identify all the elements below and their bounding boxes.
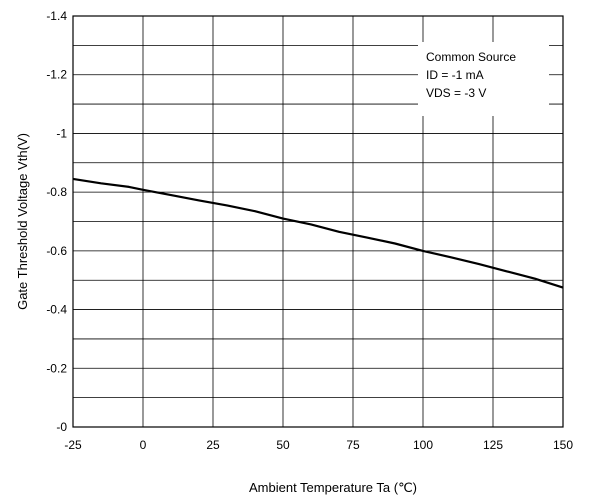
legend-line: Common Source [426, 50, 516, 64]
x-tick-label: 75 [346, 438, 360, 452]
vth-curve [72, 177, 564, 289]
x-tick-label: 150 [553, 438, 573, 452]
legend-box [418, 42, 549, 116]
x-axis-title: Ambient Temperature Ta (℃) [249, 480, 417, 495]
y-axis-title: Gate Threshold Voltage Vth(V) [15, 133, 30, 310]
legend-line: VDS = -3 V [426, 86, 486, 100]
x-tick-label: -25 [64, 438, 82, 452]
x-tick-label: 0 [140, 438, 147, 452]
y-tick-label: -1 [56, 126, 67, 140]
legend-line: ID = -1 mA [426, 68, 484, 82]
y-tick-label: -1.4 [46, 9, 67, 23]
series-group [72, 177, 564, 289]
x-tick-label: 100 [413, 438, 433, 452]
y-tick-label: -0 [56, 420, 67, 434]
x-tick-label: 25 [206, 438, 220, 452]
y-tick-label: -1.2 [46, 68, 67, 82]
y-tick-label: -0.4 [46, 303, 67, 317]
x-tick-label: 125 [483, 438, 503, 452]
y-tick-label: -0.8 [46, 185, 67, 199]
x-tick-labels: -25 0 25 50 75 100 125 150 [64, 438, 573, 452]
y-tick-label: -0.6 [46, 244, 67, 258]
y-tick-labels: -1.4 -1.2 -1 -0.8 -0.6 -0.4 -0.2 -0 [46, 9, 67, 434]
y-tick-label: -0.2 [46, 361, 67, 375]
legend: Common Source ID = -1 mA VDS = -3 V [426, 50, 516, 100]
x-tick-label: 50 [276, 438, 290, 452]
